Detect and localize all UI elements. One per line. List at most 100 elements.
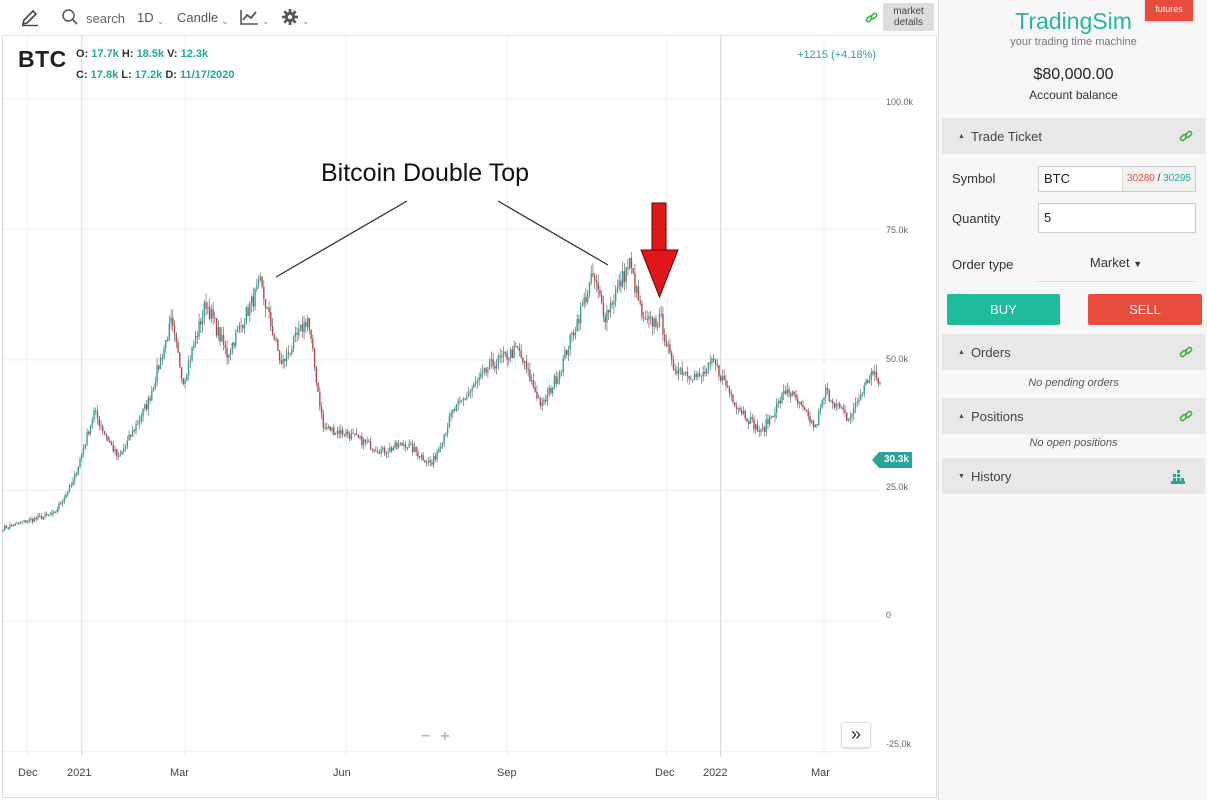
candle-body (53, 511, 55, 513)
candle (607, 309, 610, 321)
quantity-input[interactable]: 5 (1038, 203, 1196, 233)
candle-body (670, 352, 673, 360)
candle-body (5, 525, 8, 529)
candle-body (877, 378, 879, 384)
candle-body (637, 286, 640, 301)
settings-button[interactable]: ⌄ (281, 0, 310, 34)
candle (292, 335, 295, 353)
candle-body (196, 335, 199, 337)
candle (25, 519, 27, 524)
draw-tool-button[interactable] (20, 0, 40, 34)
candle-body (2, 530, 4, 532)
x-tick-label: Sep (497, 767, 517, 779)
candle-body (826, 387, 829, 390)
candle (173, 319, 176, 342)
candle-body (44, 514, 46, 517)
candle-body (343, 434, 346, 436)
candle (532, 372, 535, 389)
candle (217, 320, 220, 341)
candle (856, 397, 858, 408)
candle (448, 412, 451, 429)
candle-body (168, 323, 170, 341)
market-details-button[interactable]: market details (883, 3, 934, 31)
candle-body (492, 359, 494, 366)
candle (207, 301, 209, 315)
candle (47, 513, 50, 517)
candle (849, 411, 851, 424)
candle-body (576, 318, 578, 332)
candle-body (310, 329, 312, 339)
symbol-search[interactable]: search (61, 0, 125, 34)
buy-button[interactable]: BUY (947, 294, 1060, 325)
scroll-to-latest-button[interactable]: » (841, 722, 871, 748)
candle-body (422, 455, 424, 461)
candle-body (725, 380, 727, 386)
interval-select[interactable]: 1D ⌄ (137, 0, 164, 34)
link-icon[interactable] (1179, 409, 1193, 423)
candle (832, 398, 834, 409)
candle-body (208, 306, 211, 319)
candle-body (721, 375, 724, 381)
candle (408, 438, 410, 448)
candle (520, 343, 522, 359)
candle-body (424, 460, 426, 463)
candle (513, 340, 515, 359)
candle (355, 428, 358, 436)
zoom-in-button[interactable]: + (440, 728, 460, 745)
y-tick-label: 75.0k (886, 225, 909, 235)
candle-body (364, 439, 367, 442)
candle-body (89, 425, 92, 435)
candle-body (735, 405, 738, 409)
history-header[interactable]: ▼ History (942, 458, 1205, 494)
zoom-out-button[interactable]: − (421, 728, 441, 745)
chart-style-select[interactable]: Candle ⌄ (177, 0, 229, 34)
trade-ticket-header[interactable]: ▲ Trade Ticket (942, 118, 1205, 154)
sell-button[interactable]: SELL (1088, 294, 1202, 325)
candle (26, 520, 29, 524)
candle (399, 442, 402, 446)
candle (686, 366, 689, 383)
price-chart[interactable] (0, 0, 939, 800)
futures-badge[interactable]: futures (1145, 0, 1193, 21)
candle (224, 340, 227, 355)
candle (280, 352, 283, 365)
candle-body (802, 404, 804, 408)
candle (180, 366, 183, 383)
candle (282, 354, 284, 369)
positions-header[interactable]: ▲ Positions (942, 398, 1205, 434)
candle-body (459, 400, 461, 402)
candle (592, 263, 594, 278)
candle (438, 445, 440, 453)
candle-body (868, 379, 871, 383)
candle (481, 364, 484, 379)
candle (861, 392, 864, 397)
link-icon[interactable] (1179, 345, 1193, 359)
candle-body (303, 322, 305, 332)
candle-body (462, 398, 465, 400)
order-type-select[interactable]: Market ▼ (1036, 252, 1196, 282)
candle (620, 271, 622, 294)
candle-body (835, 403, 837, 408)
orders-header[interactable]: ▲ Orders (942, 334, 1205, 370)
candle (40, 512, 43, 520)
chart-link-button[interactable] (865, 0, 878, 34)
candle-body (709, 362, 711, 364)
candle (373, 448, 375, 454)
symbol-input[interactable]: BTC 30280 / 30295 (1038, 166, 1196, 192)
candle (644, 310, 647, 321)
indicators-button[interactable]: ⌄ (239, 0, 270, 34)
open-value: 17.7k (91, 48, 119, 60)
candle (677, 361, 680, 381)
candle-body (569, 334, 571, 350)
candle-body (222, 335, 225, 346)
candle (359, 435, 361, 440)
low-value: 17.2k (134, 69, 163, 81)
annotation-line-left (275, 200, 408, 278)
candle (214, 311, 216, 324)
candle (119, 449, 121, 457)
link-icon[interactable] (1179, 129, 1193, 143)
bar-chart-icon[interactable] (1171, 470, 1185, 484)
candle (95, 407, 97, 416)
candle-body (382, 447, 384, 450)
candle (814, 423, 816, 428)
